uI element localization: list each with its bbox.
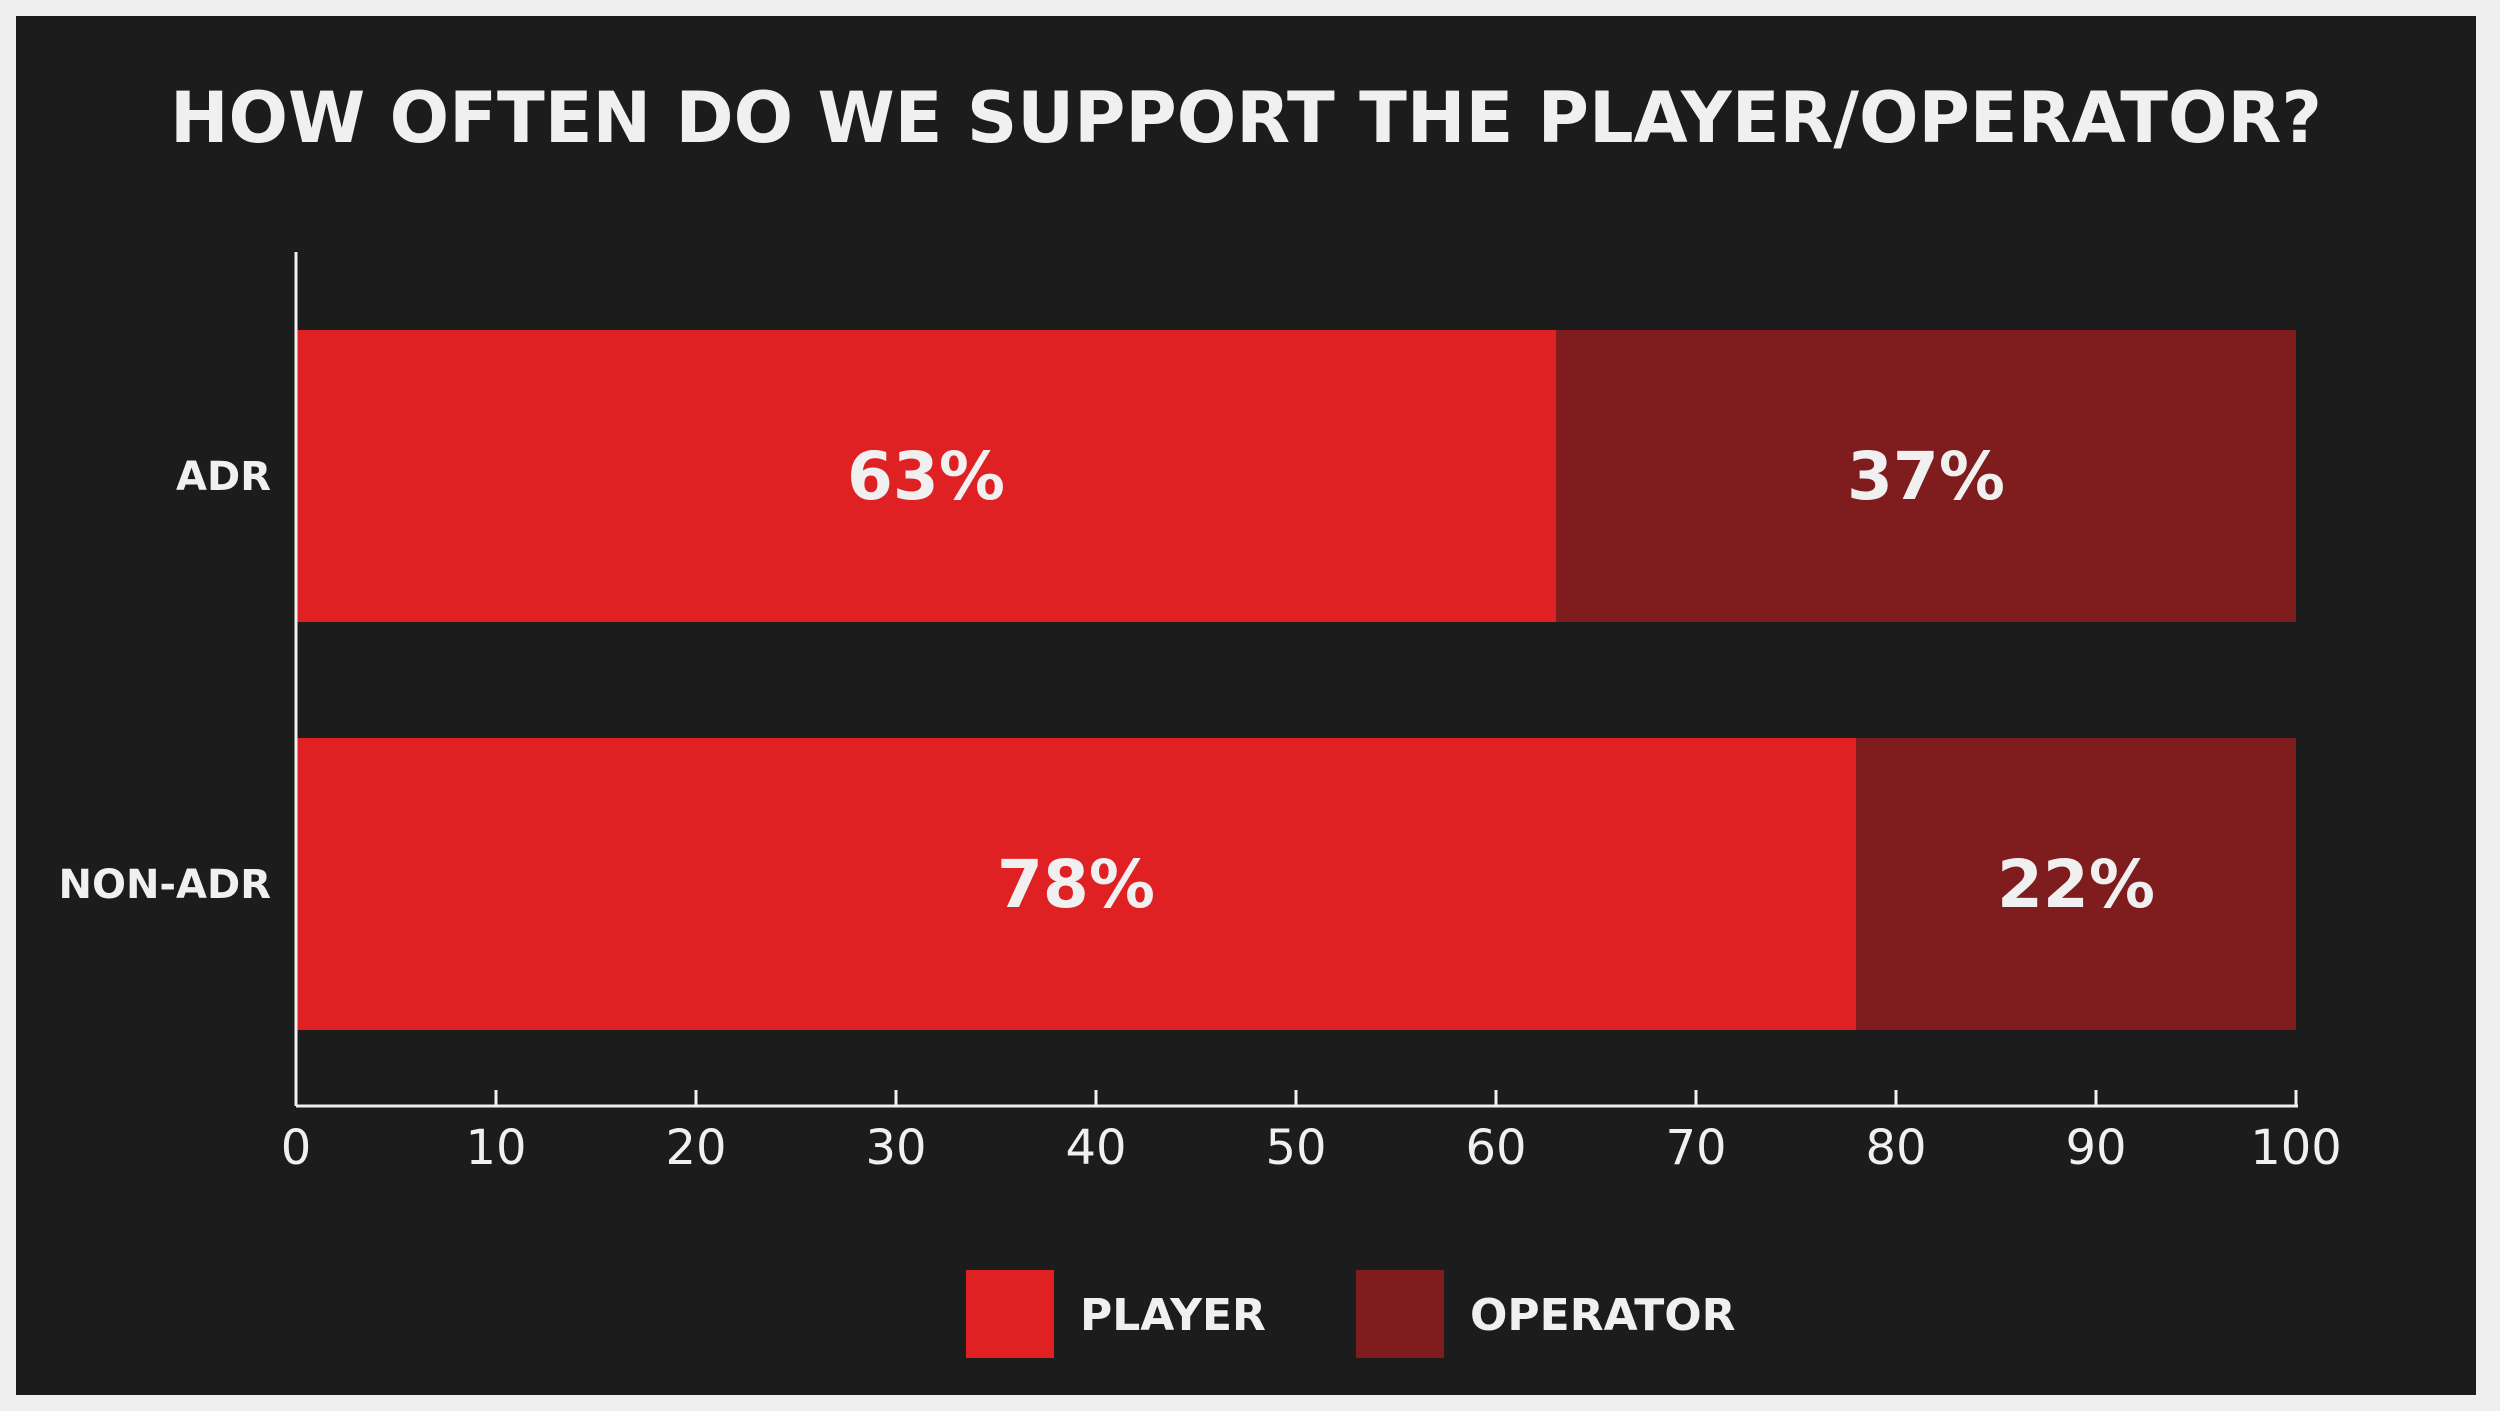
x-tick-label-20: 20	[665, 1120, 726, 1176]
data-label-adr-player: 63%	[847, 438, 1005, 515]
x-tick-label-60: 60	[1465, 1120, 1526, 1176]
bar-non-adr-player	[296, 738, 1856, 1030]
x-tick-label-30: 30	[865, 1120, 926, 1176]
axes-group: 0 10 20 30 40 50 60 70 80 90 100	[281, 252, 2342, 1176]
bars-group	[296, 330, 2296, 1030]
legend-label-player: PLAYER	[1080, 1290, 1266, 1341]
category-label-non-adr: NON-ADR	[58, 862, 271, 908]
x-tick-label-10: 10	[465, 1120, 526, 1176]
x-tick-label-100: 100	[2250, 1120, 2342, 1176]
labels-group: 63% 37% ADR 78% 22% NON-ADR	[58, 438, 2155, 923]
legend: PLAYER OPERATOR	[966, 1270, 1736, 1358]
x-tick-label-90: 90	[2065, 1120, 2126, 1176]
x-tick-label-40: 40	[1065, 1120, 1126, 1176]
legend-swatch-operator	[1356, 1270, 1444, 1358]
chart: HOW OFTEN DO WE SUPPORT THE PLAYER/OPERA…	[58, 77, 2342, 1358]
x-tick-label-50: 50	[1265, 1120, 1326, 1176]
x-tick-label-80: 80	[1865, 1120, 1926, 1176]
chart-frame: HOW OFTEN DO WE SUPPORT THE PLAYER/OPERA…	[16, 16, 2476, 1395]
category-label-adr: ADR	[176, 454, 271, 500]
data-label-non-adr-player: 78%	[997, 846, 1155, 923]
bar-non-adr-operator	[1856, 738, 2296, 1030]
chart-title: HOW OFTEN DO WE SUPPORT THE PLAYER/OPERA…	[170, 77, 2322, 159]
data-label-adr-operator: 37%	[1847, 438, 2005, 515]
legend-swatch-player	[966, 1270, 1054, 1358]
data-label-non-adr-operator: 22%	[1997, 846, 2155, 923]
legend-label-operator: OPERATOR	[1470, 1290, 1736, 1341]
x-tick-label-0: 0	[281, 1120, 312, 1176]
x-tick-label-70: 70	[1665, 1120, 1726, 1176]
bar-adr-player	[296, 330, 1556, 622]
bar-adr-operator	[1556, 330, 2296, 622]
